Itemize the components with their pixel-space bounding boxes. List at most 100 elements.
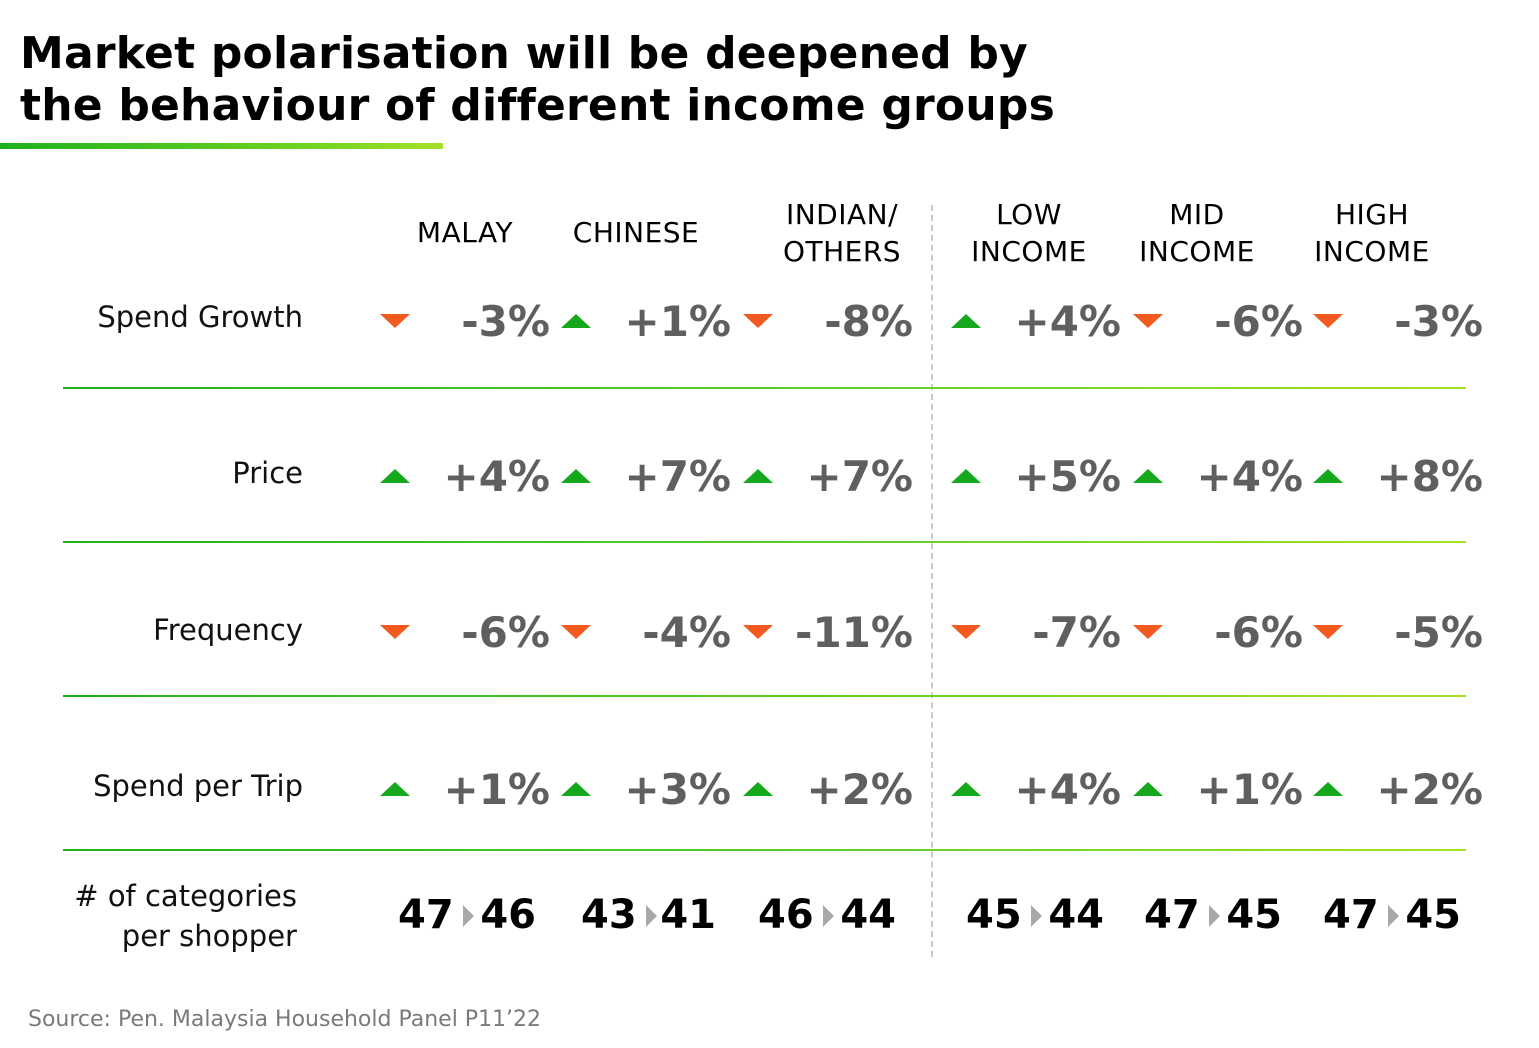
triangle-up-icon <box>561 314 591 328</box>
triangle-down-icon <box>1133 314 1163 328</box>
metric-cell: +1% <box>561 297 731 347</box>
metric-cell: +4% <box>380 452 550 502</box>
metric-cell: -7% <box>951 608 1121 658</box>
row-label: Spend Growth <box>97 300 303 334</box>
column-header: MALAY <box>416 216 514 249</box>
triangle-up-icon <box>1133 469 1163 483</box>
page-title: Market polarisation will be deepened by … <box>20 28 1055 131</box>
metric-value: -7% <box>1032 608 1121 657</box>
metric-cell: -8% <box>743 297 913 347</box>
metric-cell: -3% <box>380 297 550 347</box>
metric-value: -11% <box>795 608 913 657</box>
metric-value: +4% <box>1196 452 1304 501</box>
row-separator <box>63 695 1466 697</box>
triangle-down-icon <box>1313 625 1343 639</box>
triangle-down-icon <box>380 625 410 639</box>
source-note: Source: Pen. Malaysia Household Panel P1… <box>28 1007 542 1032</box>
triangle-down-icon <box>951 625 981 639</box>
categories-from: 47 <box>1144 892 1200 938</box>
metric-value: -3% <box>461 297 550 346</box>
metric-value: +2% <box>1376 765 1484 814</box>
metric-value: +1% <box>1196 765 1304 814</box>
categories-cell: 47 45 <box>1323 890 1461 940</box>
categories-from: 47 <box>398 892 454 938</box>
group-divider <box>931 205 933 957</box>
metric-cell: +3% <box>561 765 731 815</box>
triangle-down-icon <box>743 625 773 639</box>
row-label: Price <box>232 456 303 490</box>
triangle-down-icon <box>1133 625 1163 639</box>
categories-from: 47 <box>1323 892 1379 938</box>
triangle-up-icon <box>1313 469 1343 483</box>
column-header: HIGH INCOME <box>1314 198 1430 268</box>
arrow-right-icon <box>646 905 657 927</box>
metric-cell: +1% <box>380 765 550 815</box>
categories-to: 45 <box>1226 892 1282 938</box>
metric-value: -8% <box>824 297 913 346</box>
triangle-down-icon <box>743 314 773 328</box>
metric-cell: -6% <box>1133 297 1303 347</box>
triangle-up-icon <box>380 469 410 483</box>
metric-cell: -4% <box>561 608 731 658</box>
metric-value: +4% <box>1014 765 1122 814</box>
column-header: LOW INCOME <box>971 198 1087 268</box>
triangle-down-icon <box>1313 314 1343 328</box>
row-label-categories: # of categories per shopper <box>74 879 297 953</box>
metric-value: +8% <box>1376 452 1484 501</box>
categories-cell: 46 44 <box>758 890 896 940</box>
metric-value: -5% <box>1394 608 1483 657</box>
triangle-up-icon <box>951 314 981 328</box>
triangle-down-icon <box>380 314 410 328</box>
metric-value: +5% <box>1014 452 1122 501</box>
metric-cell: +4% <box>951 765 1121 815</box>
metric-cell: +4% <box>951 297 1121 347</box>
metric-cell: +8% <box>1313 452 1483 502</box>
metric-value: +3% <box>624 765 732 814</box>
metric-value: -6% <box>461 608 550 657</box>
categories-to: 44 <box>840 892 896 938</box>
triangle-up-icon <box>951 782 981 796</box>
column-header: INDIAN/ OTHERS <box>782 198 902 268</box>
metric-cell: +5% <box>951 452 1121 502</box>
categories-to: 46 <box>480 892 536 938</box>
metric-value: +2% <box>806 765 914 814</box>
metric-value: -6% <box>1214 297 1303 346</box>
triangle-up-icon <box>1313 782 1343 796</box>
row-separator <box>63 541 1466 543</box>
metric-value: +7% <box>806 452 914 501</box>
categories-cell: 43 41 <box>581 890 716 940</box>
triangle-down-icon <box>561 625 591 639</box>
column-header: CHINESE <box>572 216 700 249</box>
arrow-right-icon <box>1031 905 1042 927</box>
metric-value: +7% <box>624 452 732 501</box>
metric-value: -6% <box>1214 608 1303 657</box>
metric-value: -3% <box>1394 297 1483 346</box>
arrow-right-icon <box>1388 905 1399 927</box>
triangle-up-icon <box>561 469 591 483</box>
categories-from: 45 <box>966 892 1022 938</box>
arrow-right-icon <box>1209 905 1220 927</box>
title-underline <box>0 143 443 149</box>
categories-from: 46 <box>758 892 814 938</box>
row-label: Spend per Trip <box>93 769 303 803</box>
categories-to: 44 <box>1048 892 1104 938</box>
triangle-up-icon <box>743 469 773 483</box>
row-separator <box>63 387 1466 389</box>
triangle-up-icon <box>1133 782 1163 796</box>
categories-cell: 47 45 <box>1144 890 1282 940</box>
arrow-right-icon <box>463 905 474 927</box>
triangle-up-icon <box>743 782 773 796</box>
metric-cell: -5% <box>1313 608 1483 658</box>
arrow-right-icon <box>823 905 834 927</box>
categories-to: 41 <box>660 892 716 938</box>
categories-to: 45 <box>1405 892 1461 938</box>
metric-cell: -6% <box>1133 608 1303 658</box>
categories-cell: 45 44 <box>966 890 1104 940</box>
metric-cell: +7% <box>561 452 731 502</box>
column-header: MID INCOME <box>1139 198 1255 268</box>
metric-cell: +7% <box>743 452 913 502</box>
metric-value: +1% <box>443 765 551 814</box>
categories-cell: 47 46 <box>398 890 536 940</box>
row-separator <box>63 849 1466 851</box>
row-label: Frequency <box>153 613 303 647</box>
